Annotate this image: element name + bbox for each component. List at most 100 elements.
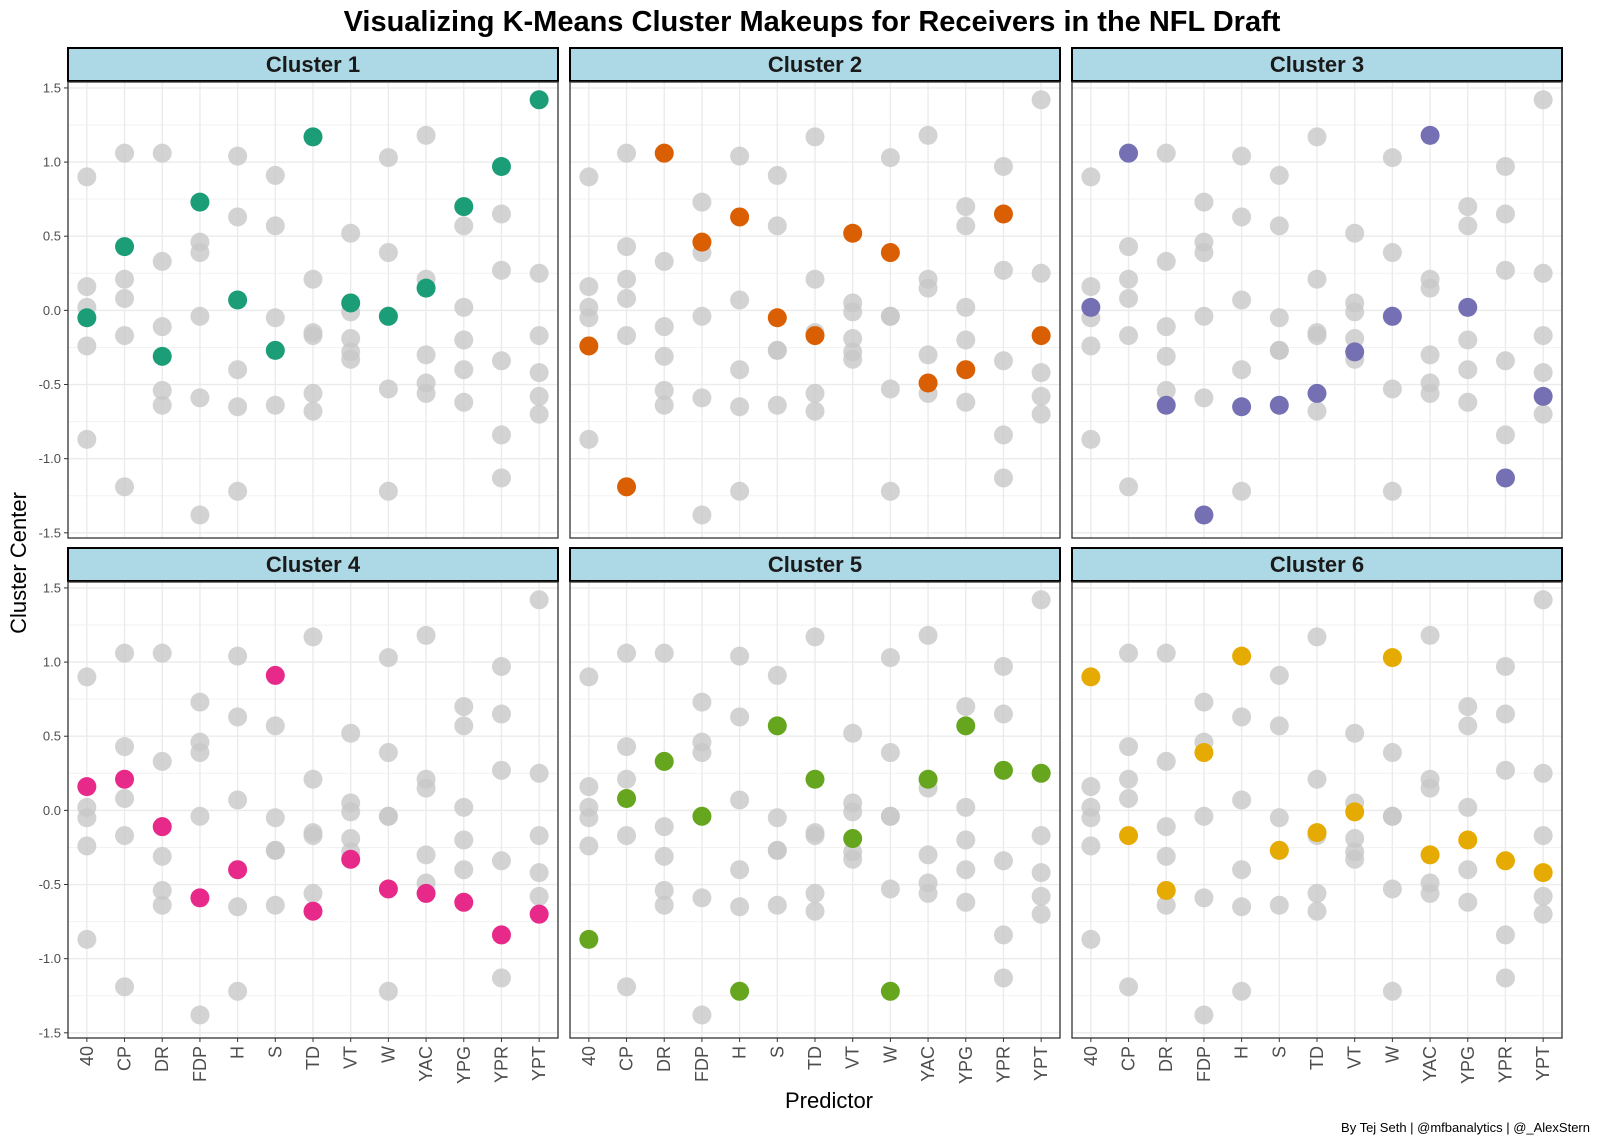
cluster-point <box>1307 383 1327 403</box>
background-point <box>918 345 938 365</box>
background-point <box>617 769 637 789</box>
background-point <box>880 806 900 826</box>
x-tick-label: VT <box>341 1046 361 1069</box>
panels: Cluster 1-1.5-1.0-0.50.00.51.01.5Cluster… <box>39 47 1563 1084</box>
background-point <box>730 360 750 380</box>
background-point <box>993 260 1013 280</box>
background-point <box>491 657 511 677</box>
x-tick-label: H <box>228 1046 248 1059</box>
background-point <box>956 797 976 817</box>
background-point <box>918 625 938 645</box>
cluster-point <box>378 306 398 326</box>
background-point <box>843 349 863 369</box>
background-point <box>454 716 474 736</box>
background-point <box>1307 769 1327 789</box>
background-point <box>77 277 97 297</box>
background-point <box>1232 360 1252 380</box>
cluster-point <box>579 336 599 356</box>
background-point <box>956 830 976 850</box>
background-point <box>1345 829 1365 849</box>
x-tick-label: 40 <box>1081 1046 1101 1066</box>
background-point <box>1495 760 1515 780</box>
cluster-point <box>190 888 210 908</box>
background-point <box>77 429 97 449</box>
background-point <box>341 829 361 849</box>
background-point <box>378 379 398 399</box>
background-point <box>617 737 637 757</box>
cluster-point <box>491 157 511 177</box>
background-point <box>77 797 97 817</box>
background-point <box>1533 590 1553 610</box>
background-point <box>993 657 1013 677</box>
background-point <box>956 392 976 412</box>
cluster-point <box>1081 667 1101 687</box>
background-point <box>1533 904 1553 924</box>
background-point <box>341 223 361 243</box>
background-point <box>265 216 285 236</box>
background-point <box>1269 216 1289 236</box>
background-point <box>1194 888 1214 908</box>
background-point <box>1495 157 1515 177</box>
cluster-point <box>529 904 549 924</box>
x-tick-label: DR <box>654 1046 674 1072</box>
background-point <box>767 395 787 415</box>
background-point <box>1420 383 1440 403</box>
background-point <box>77 836 97 856</box>
x-axis-label: Predictor <box>785 1088 873 1113</box>
background-point <box>1119 289 1139 309</box>
background-point <box>579 836 599 856</box>
background-point <box>805 823 825 843</box>
x-tick-label: YAC <box>918 1046 938 1082</box>
background-point <box>491 260 511 280</box>
cluster-point <box>805 326 825 346</box>
cluster-point <box>228 290 248 310</box>
background-point <box>692 743 712 763</box>
cluster-point <box>654 751 674 771</box>
x-tick-label: YAC <box>416 1046 436 1082</box>
background-point <box>767 895 787 915</box>
background-point <box>491 968 511 988</box>
background-point <box>190 243 210 263</box>
background-point <box>77 167 97 187</box>
background-point <box>1232 897 1252 917</box>
background-point <box>579 167 599 187</box>
background-point <box>265 716 285 736</box>
x-tick-label: CP <box>617 1046 637 1071</box>
background-point <box>692 388 712 408</box>
background-point <box>491 204 511 224</box>
cluster-point <box>843 223 863 243</box>
background-point <box>341 802 361 822</box>
background-point <box>1194 306 1214 326</box>
x-tick-label: YPT <box>1533 1046 1553 1081</box>
background-point <box>730 397 750 417</box>
background-point <box>1232 290 1252 310</box>
background-point <box>1533 763 1553 783</box>
background-point <box>115 477 135 497</box>
background-point <box>228 707 248 727</box>
background-point <box>880 743 900 763</box>
background-point <box>265 895 285 915</box>
background-point <box>341 349 361 369</box>
chart-title: Visualizing K-Means Cluster Makeups for … <box>344 6 1281 38</box>
background-point <box>617 237 637 257</box>
background-point <box>1307 901 1327 921</box>
x-tick-label: CP <box>115 1046 135 1071</box>
background-point <box>1232 981 1252 1001</box>
background-point <box>1031 863 1051 883</box>
panel-cluster-5: Cluster 5 40 CP DR FDP H S TD VT W YAC YPG YPR YPT <box>569 547 1061 1084</box>
background-point <box>843 302 863 322</box>
background-point <box>1119 737 1139 757</box>
cluster-point <box>1031 326 1051 346</box>
background-point <box>1119 237 1139 257</box>
background-point <box>1194 388 1214 408</box>
x-tick-label: CP <box>1119 1046 1139 1071</box>
background-point <box>1269 716 1289 736</box>
background-point <box>265 308 285 328</box>
cluster-point <box>265 665 285 685</box>
background-point <box>115 826 135 846</box>
background-point <box>654 643 674 663</box>
panel-strip <box>67 47 559 82</box>
background-point <box>843 723 863 743</box>
background-point <box>152 143 172 163</box>
